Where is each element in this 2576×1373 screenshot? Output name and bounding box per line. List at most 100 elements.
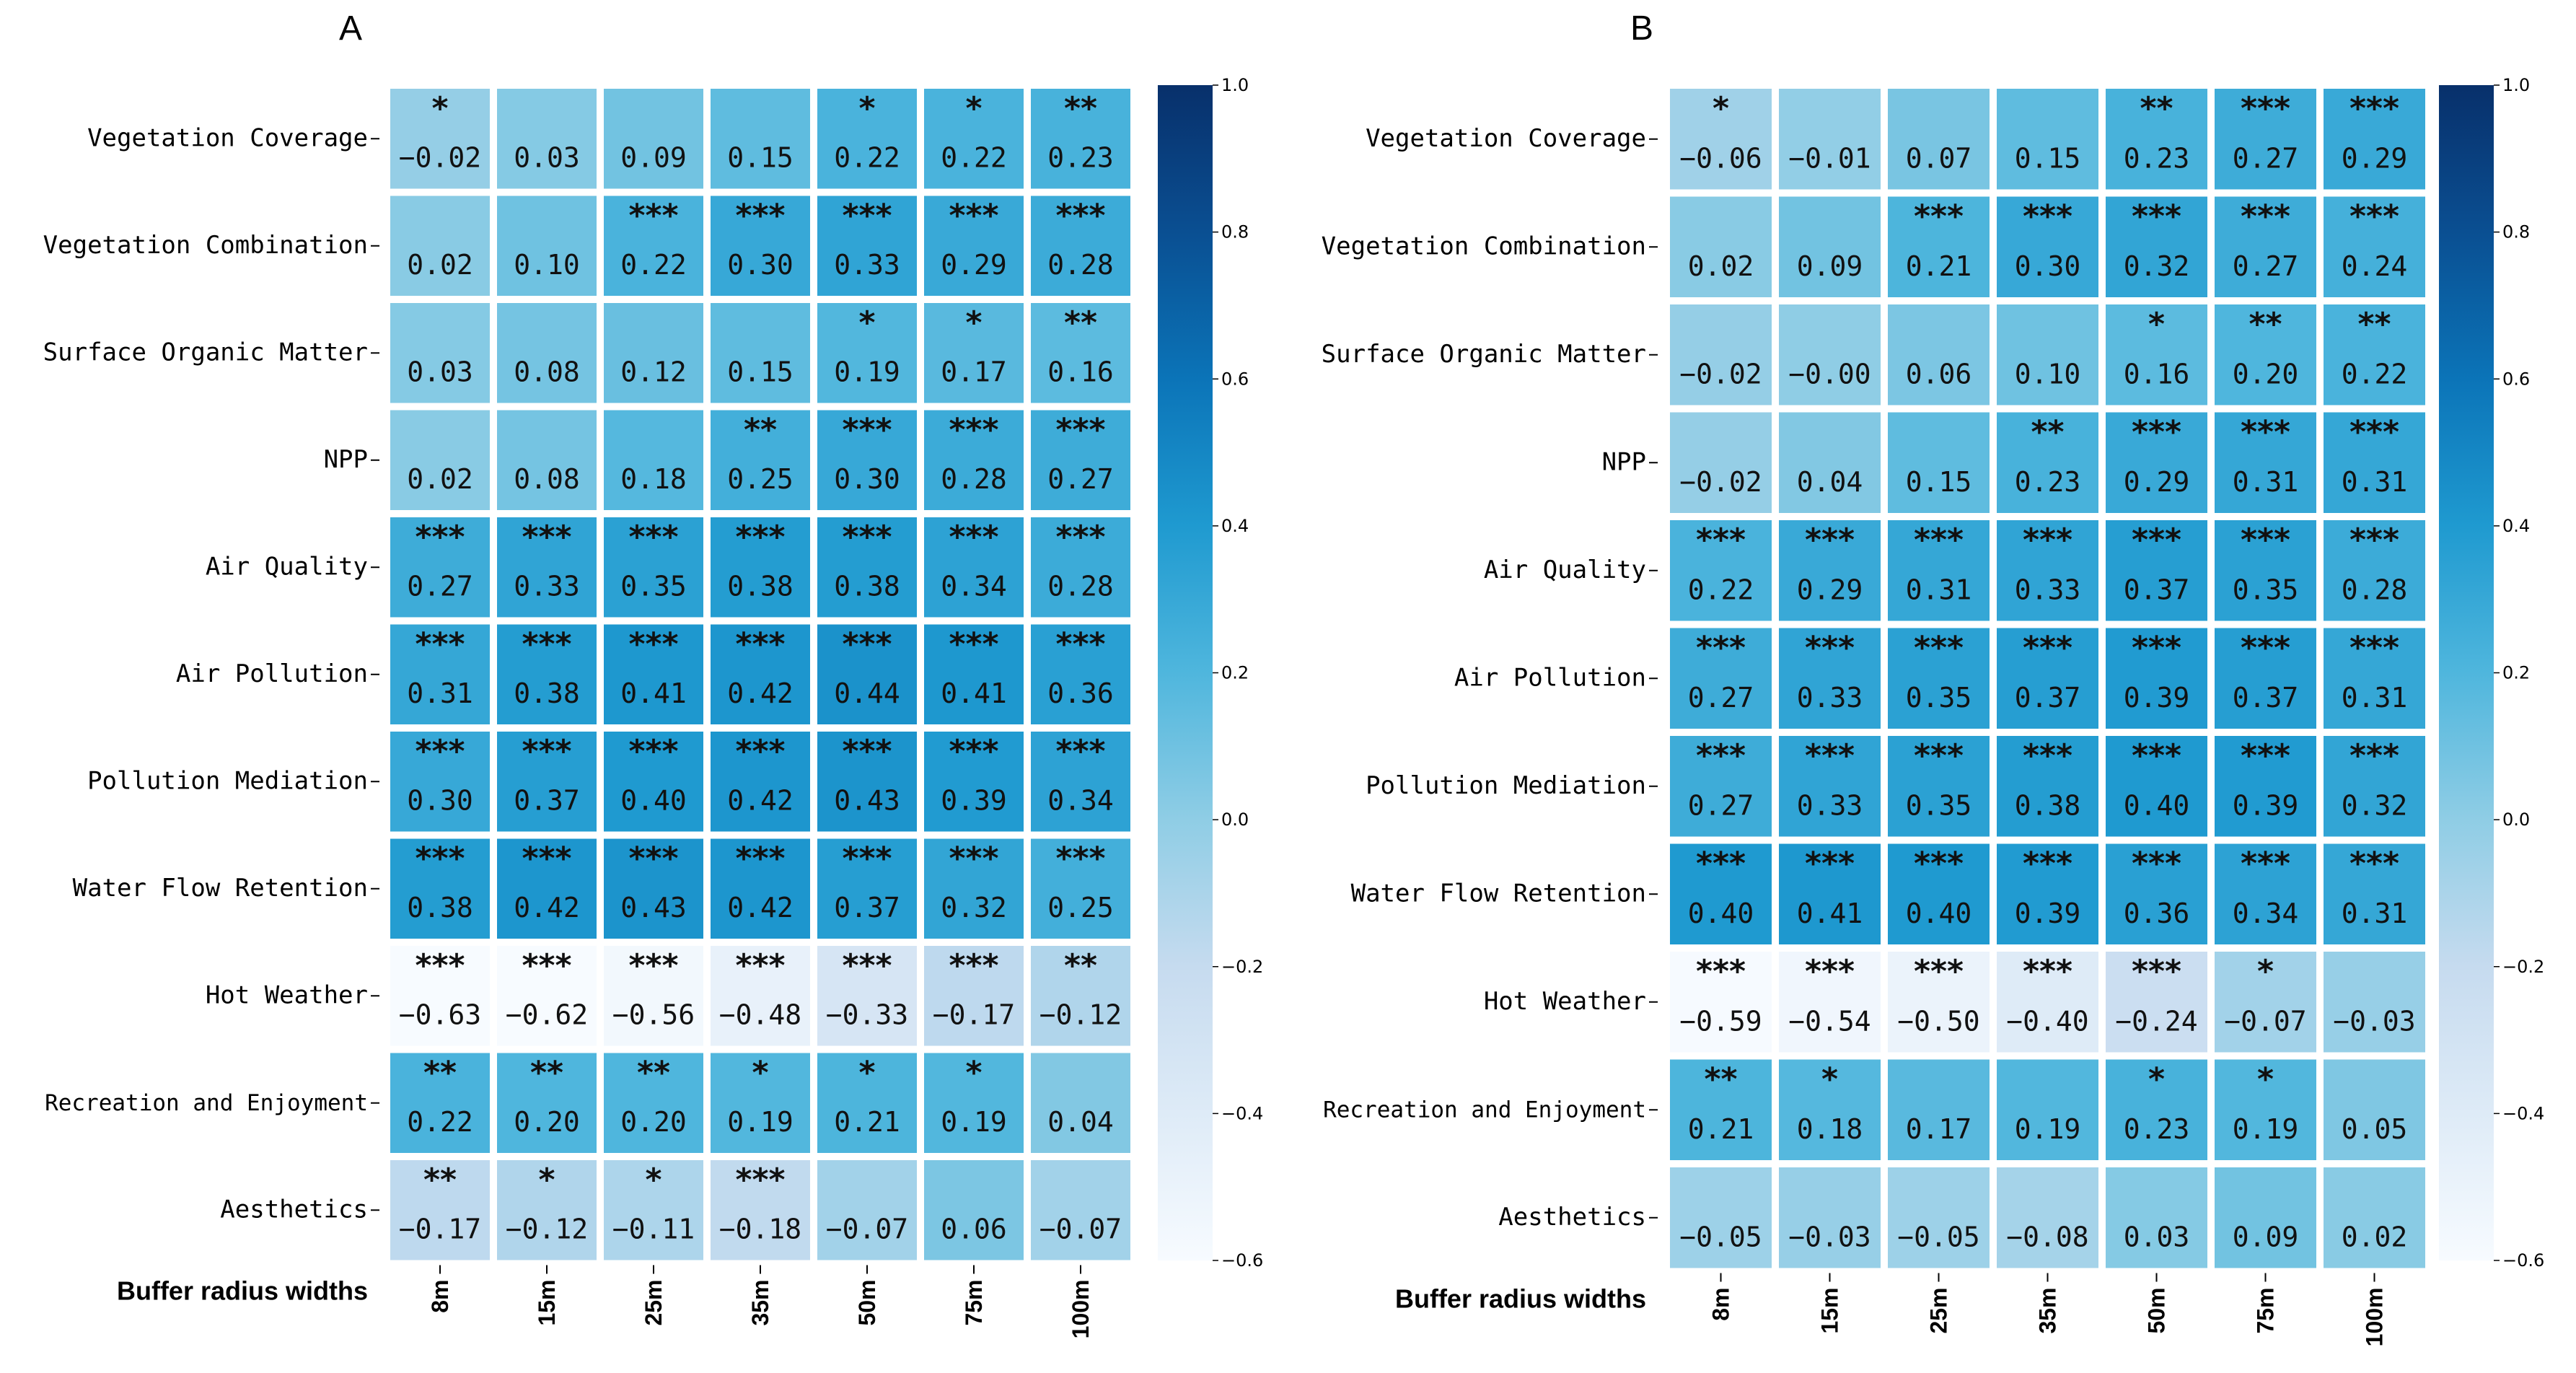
cell-value-label: 0.03 bbox=[407, 356, 473, 388]
column-tick-label: 35m bbox=[747, 1280, 773, 1326]
panel-a: A Vegetation Coverage * −0.02 0.03 0.09 0.15 * 0… bbox=[43, 9, 1264, 1338]
heatmap-cell bbox=[604, 838, 703, 939]
heatmap-cell bbox=[2215, 520, 2316, 621]
cell-value-label: −0.40 bbox=[2006, 1006, 2088, 1038]
significance-label: * bbox=[858, 90, 875, 127]
heatmap-cell bbox=[2106, 1167, 2207, 1268]
heatmap-cell bbox=[817, 89, 917, 189]
cell-value-label: 0.09 bbox=[1797, 250, 1863, 282]
panel-label: A bbox=[339, 9, 362, 48]
cell-value-label: 0.29 bbox=[1797, 574, 1863, 606]
cell-value-label: 0.43 bbox=[620, 892, 687, 924]
significance-label: *** bbox=[1805, 630, 1855, 667]
cell-value-label: 0.08 bbox=[514, 356, 580, 388]
significance-label: *** bbox=[1914, 630, 1964, 667]
significance-label: *** bbox=[1696, 737, 1746, 774]
cell-value-label: 0.38 bbox=[514, 677, 580, 709]
heatmap-cell bbox=[817, 1160, 917, 1260]
heatmap-cell bbox=[390, 1160, 490, 1260]
significance-label: *** bbox=[2349, 522, 2399, 558]
cell-value-label: −0.00 bbox=[1788, 359, 1871, 390]
significance-label: ** bbox=[423, 1162, 457, 1198]
significance-label: *** bbox=[2132, 630, 2181, 667]
cell-value-label: 0.40 bbox=[1906, 898, 1972, 929]
heatmap-cell bbox=[2324, 520, 2425, 621]
colorbar-tick-label: −0.6 bbox=[1221, 1250, 1263, 1271]
significance-label: *** bbox=[1055, 519, 1105, 556]
significance-label: *** bbox=[628, 733, 678, 770]
heatmap-cell bbox=[924, 624, 1024, 724]
cell-value-label: 0.39 bbox=[2233, 790, 2299, 822]
significance-label: * bbox=[965, 1055, 982, 1092]
heatmap-cell bbox=[1997, 736, 2098, 837]
row-label: Air Pollution bbox=[1454, 663, 1646, 692]
heatmap-cell bbox=[817, 1053, 917, 1153]
significance-label: * bbox=[2257, 953, 2274, 990]
cell-value-label: 0.34 bbox=[1047, 785, 1114, 817]
cell-value-label: 0.28 bbox=[2342, 574, 2408, 606]
heatmap-cell bbox=[1031, 946, 1130, 1046]
heatmap-cell bbox=[1779, 1059, 1881, 1160]
cell-value-label: 0.17 bbox=[1906, 1113, 1972, 1145]
significance-label: *** bbox=[2132, 737, 2181, 774]
heatmap-cell bbox=[604, 1053, 703, 1153]
cell-value-label: 0.31 bbox=[407, 677, 473, 709]
significance-label: *** bbox=[842, 947, 892, 984]
heatmap-cell bbox=[1670, 736, 1772, 837]
heatmap-cell bbox=[817, 838, 917, 939]
heatmap-cell bbox=[390, 196, 490, 296]
cell-value-label: 0.33 bbox=[2015, 574, 2081, 606]
heatmap-cell bbox=[1031, 196, 1130, 296]
heatmap-cell bbox=[390, 410, 490, 510]
significance-label: *** bbox=[2023, 630, 2072, 667]
heatmap-cell bbox=[924, 946, 1024, 1046]
cell-value-label: −0.08 bbox=[2006, 1221, 2088, 1253]
heatmap-cell bbox=[497, 624, 597, 724]
colorbar-tick-label: 1.0 bbox=[2502, 75, 2530, 95]
row-label: Air Pollution bbox=[176, 659, 368, 688]
significance-label: ** bbox=[530, 1055, 563, 1092]
heatmap-cell bbox=[1888, 520, 1990, 621]
significance-label: *** bbox=[522, 841, 571, 877]
heatmap-cell bbox=[2215, 628, 2316, 729]
significance-label: *** bbox=[415, 733, 465, 770]
cell-value-label: 0.19 bbox=[834, 356, 900, 388]
cell-value-label: 0.09 bbox=[620, 142, 687, 174]
heatmap-cell bbox=[711, 1160, 810, 1260]
colorbar-tick-label: 0.6 bbox=[1221, 369, 1249, 389]
significance-label: *** bbox=[628, 519, 678, 556]
cell-value-label: 0.38 bbox=[2015, 790, 2081, 822]
cell-value-label: 0.40 bbox=[620, 785, 687, 817]
cell-value-label: 0.31 bbox=[2342, 466, 2408, 498]
cell-value-label: 0.03 bbox=[514, 142, 580, 174]
heatmap-cell bbox=[2324, 843, 2425, 944]
colorbar-tick-label: −0.2 bbox=[2502, 957, 2544, 977]
cell-value-label: 0.15 bbox=[1906, 466, 1972, 498]
panel-b: B Vegetation Coverage * −0.06 −0.01 0.07 0.15 *… bbox=[1322, 9, 2545, 1346]
heatmap-cell bbox=[2215, 412, 2316, 513]
row-label: Aesthetics bbox=[1498, 1203, 1646, 1232]
heatmap-cell bbox=[2106, 628, 2207, 729]
significance-label: ** bbox=[1704, 1061, 1737, 1098]
cell-value-label: 0.42 bbox=[727, 892, 794, 924]
significance-label: *** bbox=[2241, 846, 2290, 882]
heatmap-cell bbox=[1031, 1160, 1130, 1260]
significance-label: *** bbox=[628, 947, 678, 984]
significance-label: * bbox=[752, 1055, 768, 1092]
row-label: Hot Weather bbox=[1484, 987, 1646, 1016]
cell-value-label: 0.33 bbox=[834, 249, 900, 281]
heatmap-cell bbox=[390, 946, 490, 1046]
significance-label: ** bbox=[423, 1055, 457, 1092]
heatmap-cell bbox=[390, 732, 490, 832]
column-tick-label: 100m bbox=[1068, 1280, 1094, 1339]
cell-value-label: 0.35 bbox=[2233, 574, 2299, 606]
significance-label: *** bbox=[1055, 412, 1105, 449]
heatmap-cell bbox=[1888, 952, 1990, 1053]
significance-label: *** bbox=[522, 519, 571, 556]
colorbar-tick-label: 0.2 bbox=[2502, 663, 2530, 683]
colorbar-tick-label: 0.8 bbox=[1221, 222, 1249, 242]
cell-value-label: 0.04 bbox=[1797, 466, 1863, 498]
cell-value-label: −0.05 bbox=[1897, 1221, 1979, 1253]
significance-label: *** bbox=[1055, 626, 1105, 663]
cell-value-label: 0.02 bbox=[407, 463, 473, 495]
